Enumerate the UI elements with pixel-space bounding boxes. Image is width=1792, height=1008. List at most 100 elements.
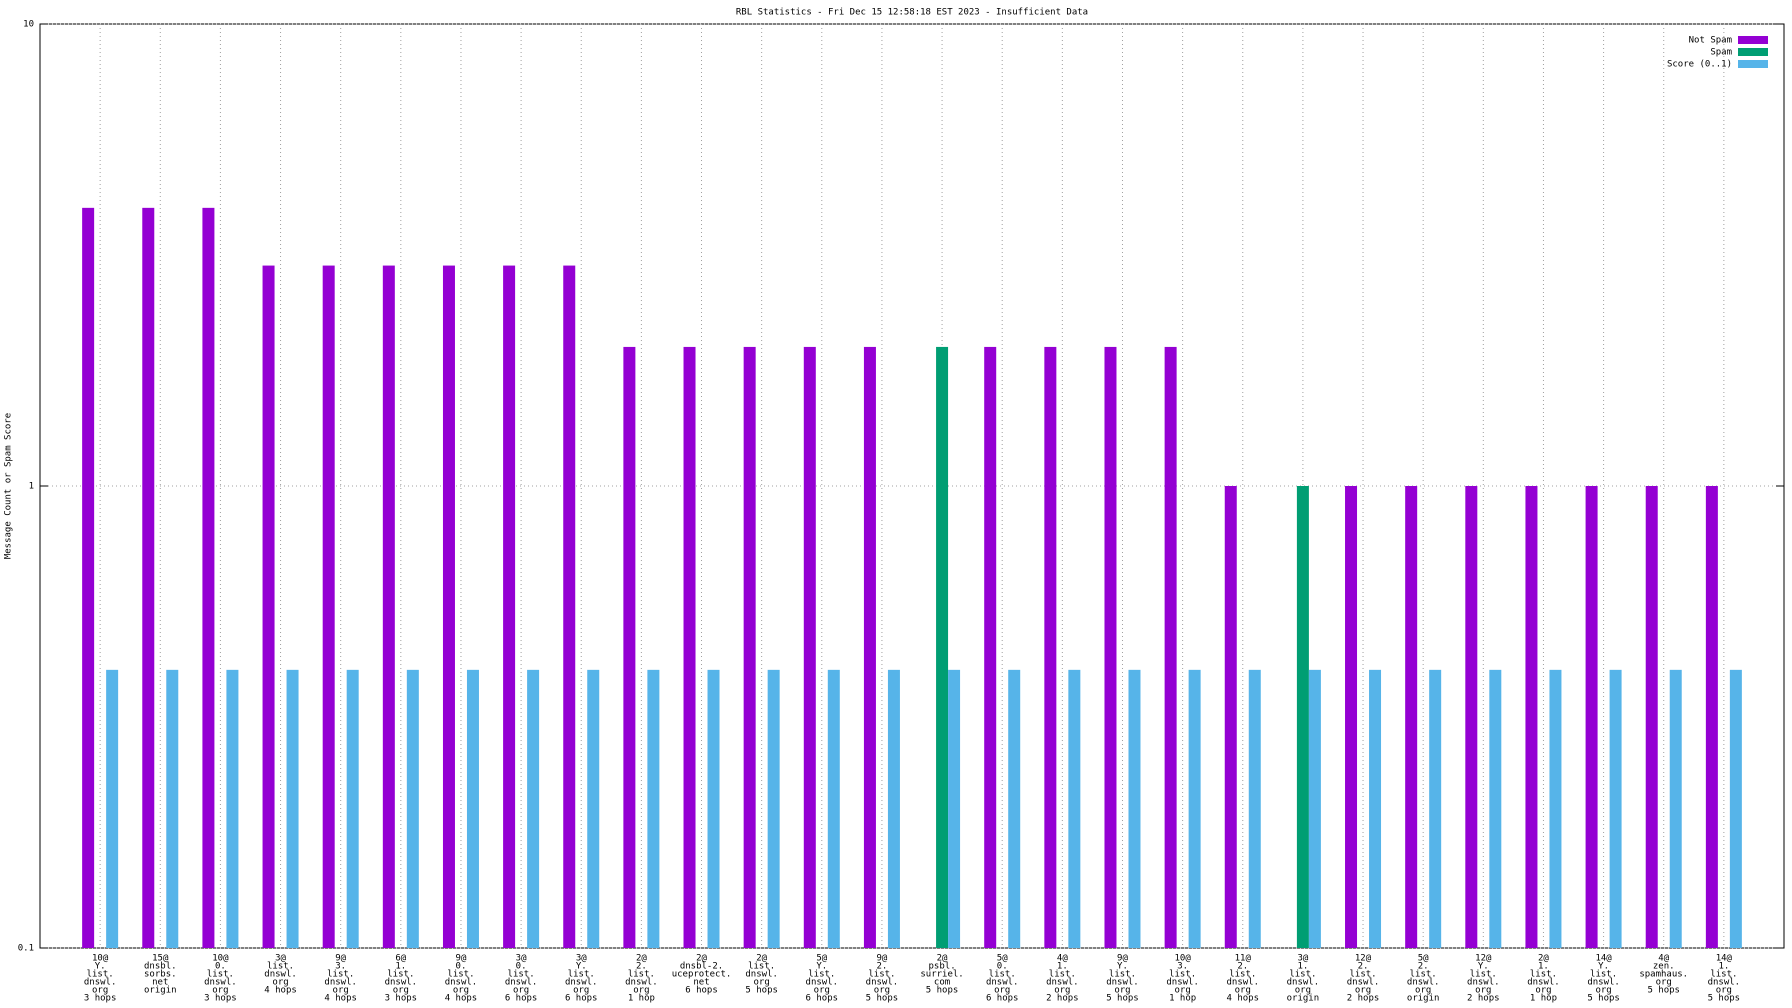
x-tick-label: 2@ xyxy=(937,954,948,964)
x-tick-label: list. xyxy=(1590,970,1617,980)
bar xyxy=(1008,669,1021,948)
x-tick-label: 12@ xyxy=(1355,954,1372,964)
x-tick-label: org xyxy=(1114,986,1130,996)
x-tick-label: dnswl. xyxy=(866,978,899,988)
bar xyxy=(1645,486,1658,948)
x-tick-label: spamhaus. xyxy=(1639,970,1688,980)
x-tick-label: dnswl. xyxy=(1166,978,1199,988)
bar xyxy=(1585,486,1598,948)
x-tick-label: org xyxy=(633,986,649,996)
bar xyxy=(1044,346,1057,948)
x-tick-label: dnswl. xyxy=(1287,978,1320,988)
bar xyxy=(1308,669,1321,948)
legend-swatch xyxy=(1738,36,1768,44)
x-tick-label: uceprotect. xyxy=(672,970,732,980)
x-tick-label: com xyxy=(934,978,950,988)
x-tick-label: 4 hops xyxy=(1227,994,1260,1004)
x-tick-label: dnswl. xyxy=(204,978,237,988)
x-tick-label: org xyxy=(573,986,589,996)
x-tick-label: 1 hop xyxy=(1530,994,1557,1004)
bar xyxy=(1188,669,1201,948)
bar xyxy=(647,669,660,948)
x-tick-label: list. xyxy=(1410,970,1437,980)
x-tick-label: Y. xyxy=(1598,962,1609,972)
x-tick-label: org xyxy=(513,986,529,996)
bar xyxy=(1705,486,1718,948)
x-tick-label: 5 hops xyxy=(1647,986,1680,996)
x-tick-label: dnswl. xyxy=(806,978,839,988)
x-tick-label: list. xyxy=(808,970,835,980)
x-tick-label: 12@ xyxy=(1475,954,1492,964)
x-tick-label: dnswl. xyxy=(986,978,1019,988)
x-tick-label: list. xyxy=(267,962,294,972)
x-tick-label: 11@ xyxy=(1235,954,1252,964)
bar xyxy=(1429,669,1442,948)
x-tick-label: list. xyxy=(748,962,775,972)
x-tick-label: dnswl. xyxy=(565,978,598,988)
bar xyxy=(1296,486,1309,948)
x-tick-label: 0. xyxy=(215,962,226,972)
x-tick-label: list. xyxy=(628,970,655,980)
x-tick-label: 3@ xyxy=(1297,954,1308,964)
bar xyxy=(226,669,239,948)
x-tick-label: Y. xyxy=(95,962,106,972)
x-tick-label: 3 hops xyxy=(84,994,117,1004)
x-tick-label: origin xyxy=(1287,994,1320,1004)
x-tick-label: org xyxy=(1174,986,1190,996)
x-tick-label: list. xyxy=(1710,970,1737,980)
x-tick-label: list. xyxy=(1289,970,1316,980)
bar xyxy=(683,346,696,948)
x-tick-label: dnsbl-2. xyxy=(680,962,723,972)
x-tick-label: 3. xyxy=(335,962,346,972)
bar xyxy=(1068,669,1081,948)
x-tick-label: 10@ xyxy=(1174,954,1191,964)
x-tick-label: org xyxy=(1656,978,1672,988)
x-tick-label: org xyxy=(1716,986,1732,996)
bar xyxy=(743,346,756,948)
x-tick-label: list. xyxy=(989,970,1016,980)
y-tick-label: 1 xyxy=(29,482,34,492)
x-tick-label: 10@ xyxy=(92,954,109,964)
bar xyxy=(984,346,997,948)
x-tick-label: 2. xyxy=(1237,962,1248,972)
x-tick-label: dnswl. xyxy=(1467,978,1500,988)
x-tick-label: dnsbl. xyxy=(144,962,177,972)
x-tick-label: 6 hops xyxy=(565,994,598,1004)
bar xyxy=(202,207,215,949)
bar xyxy=(466,669,479,948)
x-tick-label: list. xyxy=(1530,970,1557,980)
x-tick-label: 5 hops xyxy=(926,986,959,996)
x-tick-label: 2@ xyxy=(636,954,647,964)
x-tick-label: dnswl. xyxy=(1587,978,1620,988)
bar xyxy=(1549,669,1562,948)
y-axis-label: Message Count or Spam Score xyxy=(4,413,14,559)
x-tick-label: 6 hops xyxy=(685,986,718,996)
chart-title: RBL Statistics - Fri Dec 15 12:58:18 EST… xyxy=(736,8,1088,18)
x-tick-label: 6 hops xyxy=(986,994,1019,1004)
x-tick-label: list. xyxy=(1169,970,1196,980)
bar xyxy=(82,207,95,949)
x-tick-label: dnswl. xyxy=(1227,978,1260,988)
x-tick-label: origin xyxy=(1407,994,1440,1004)
x-tick-label: dnswl. xyxy=(324,978,357,988)
x-tick-label: dnswl. xyxy=(1106,978,1139,988)
x-tick-label: org xyxy=(1235,986,1251,996)
x-tick-label: 4@ xyxy=(1658,954,1669,964)
x-tick-label: list. xyxy=(1109,970,1136,980)
bar xyxy=(442,265,455,949)
x-tick-label: origin xyxy=(144,986,177,996)
x-tick-label: 0. xyxy=(516,962,527,972)
x-tick-label: psbl. xyxy=(929,962,956,972)
x-tick-label: 4 hops xyxy=(324,994,357,1004)
x-tick-label: 9@ xyxy=(456,954,467,964)
x-tick-label: 1 hop xyxy=(1169,994,1196,1004)
x-tick-label: 3 hops xyxy=(385,994,418,1004)
x-tick-label: list. xyxy=(1470,970,1497,980)
x-tick-label: 3@ xyxy=(516,954,527,964)
x-tick-label: dnswl. xyxy=(445,978,478,988)
bar xyxy=(382,265,395,949)
bar xyxy=(106,669,119,948)
x-tick-label: 0. xyxy=(456,962,467,972)
x-tick-label: 2@ xyxy=(696,954,707,964)
bar xyxy=(948,669,961,948)
